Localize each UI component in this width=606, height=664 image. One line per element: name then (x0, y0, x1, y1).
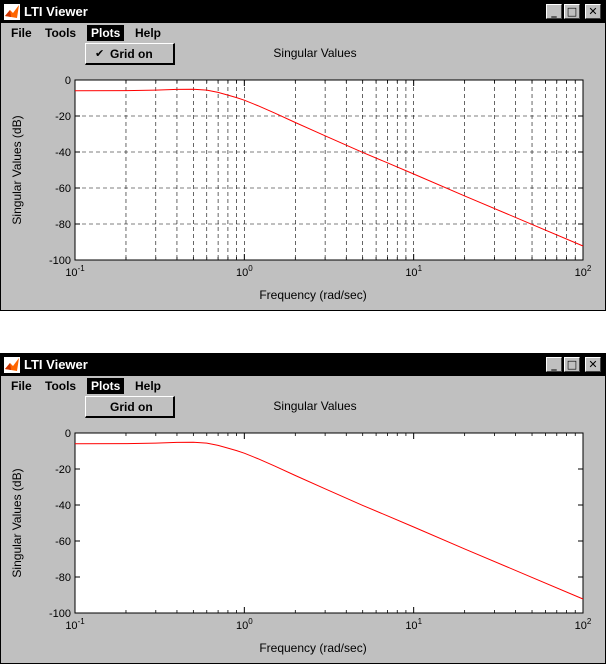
plot-area (75, 80, 583, 260)
minimize-button[interactable]: _ (546, 357, 562, 372)
chart-title: Singular Values (273, 399, 356, 413)
grid-on-label: Grid on (110, 400, 153, 414)
y-tick-label: -60 (55, 536, 71, 548)
matlab-logo-icon (4, 357, 20, 373)
matlab-logo-icon (4, 4, 20, 20)
menu-help[interactable]: Help (135, 26, 162, 40)
y-tick-label: -20 (55, 111, 71, 123)
menu-tools[interactable]: Tools (45, 26, 77, 40)
menu-plots[interactable]: Plots (87, 25, 125, 41)
x-axis-label: Frequency (rad/sec) (259, 641, 366, 655)
maximize-button[interactable]: □ (564, 357, 580, 372)
chart-title: Singular Values (273, 46, 356, 60)
window-title: LTI Viewer (24, 357, 88, 372)
minimize-button[interactable]: _ (546, 4, 562, 19)
y-tick-label: -20 (55, 464, 71, 476)
y-tick-label: -100 (49, 608, 71, 620)
close-button[interactable]: ✕ (585, 4, 601, 19)
y-tick-label: -80 (55, 572, 71, 584)
title-bar[interactable]: LTI Viewer _ □ ✕ (1, 354, 605, 376)
title-bar[interactable]: LTI Viewer _ □ ✕ (1, 1, 605, 23)
menu-bar: File Tools Plots Help (1, 23, 605, 43)
y-tick-label: -40 (55, 500, 71, 512)
y-tick-label: -60 (55, 183, 71, 195)
grid-on-menu-item[interactable]: ✔ Grid on (88, 45, 172, 63)
y-tick-label: -40 (55, 147, 71, 159)
menu-file[interactable]: File (11, 379, 32, 393)
x-tick-label: 10-1 (65, 264, 85, 279)
y-tick-label: -100 (49, 255, 71, 267)
checkmark-icon: ✔ (95, 47, 105, 60)
x-tick-label: 102 (575, 264, 592, 279)
x-tick-label: 101 (405, 617, 422, 632)
x-tick-label: 10-1 (65, 617, 85, 632)
maximize-button[interactable]: □ (564, 4, 580, 19)
menu-plots[interactable]: Plots (87, 378, 125, 394)
lti-viewer-window-grid-on: LTI Viewer _ □ ✕ File Tools Plots Help 0… (0, 0, 606, 311)
axes-box (74, 79, 584, 261)
grid-lines (75, 80, 583, 260)
y-tick-label: -80 (55, 219, 71, 231)
plot-area (75, 433, 583, 613)
y-tick-label: 0 (65, 75, 71, 87)
y-axis-label: Singular Values (dB) (10, 115, 24, 224)
x-tick-label: 100 (236, 264, 253, 279)
menu-help[interactable]: Help (135, 379, 162, 393)
x-tick-label: 101 (405, 264, 422, 279)
menu-file[interactable]: File (11, 26, 32, 40)
grid-on-menu-item[interactable]: Grid on (88, 398, 172, 416)
menu-tools[interactable]: Tools (45, 379, 77, 393)
singular-value-line (74, 441, 584, 600)
menu-bar: File Tools Plots Help (1, 376, 605, 396)
y-tick-label: 0 (65, 428, 71, 440)
plots-dropdown-menu: ✔ Grid on (85, 43, 175, 65)
lti-viewer-window-grid-off: LTI Viewer _ □ ✕ File Tools Plots Help 0… (0, 353, 606, 664)
window-title: LTI Viewer (24, 4, 88, 19)
x-tick-label: 100 (236, 617, 253, 632)
x-axis-label: Frequency (rad/sec) (259, 288, 366, 302)
axes-box (74, 432, 584, 614)
plots-dropdown-menu: Grid on (85, 396, 175, 418)
x-tick-label: 102 (575, 617, 592, 632)
y-axis-label: Singular Values (dB) (10, 468, 24, 577)
grid-on-label: Grid on (110, 47, 153, 61)
close-button[interactable]: ✕ (585, 357, 601, 372)
singular-value-line (74, 88, 584, 247)
